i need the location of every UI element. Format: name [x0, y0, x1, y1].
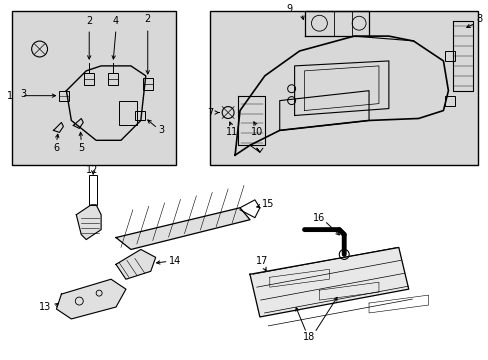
Text: 12: 12	[86, 165, 98, 175]
Text: 4: 4	[113, 16, 119, 26]
Bar	[89, 175, 97, 205]
Bar	[210, 11, 477, 165]
Bar	[12, 11, 175, 165]
Text: 11: 11	[225, 127, 238, 138]
Text: 16: 16	[313, 213, 325, 223]
Text: 9: 9	[286, 4, 292, 14]
Bar	[60, 91, 69, 100]
Text: 13: 13	[39, 302, 51, 312]
Polygon shape	[56, 279, 126, 319]
Bar	[119, 100, 137, 125]
Bar	[84, 73, 94, 85]
Polygon shape	[249, 247, 408, 317]
Text: 6: 6	[53, 143, 60, 153]
Bar	[142, 78, 152, 90]
Text: 10: 10	[250, 127, 263, 138]
Bar	[445, 96, 454, 105]
Text: 15: 15	[262, 199, 274, 209]
Bar	[135, 111, 144, 121]
Polygon shape	[116, 208, 249, 249]
Polygon shape	[116, 249, 155, 279]
Text: 3: 3	[158, 125, 164, 135]
Text: 3: 3	[20, 89, 27, 99]
Text: 2: 2	[86, 16, 92, 26]
Text: 1: 1	[7, 91, 13, 101]
Bar	[445, 51, 454, 61]
Text: 14: 14	[168, 256, 181, 266]
Text: 17: 17	[255, 256, 267, 266]
Text: 5: 5	[78, 143, 84, 153]
Bar	[108, 73, 118, 85]
Text: 18: 18	[303, 332, 315, 342]
Polygon shape	[76, 205, 101, 239]
Text: 2: 2	[144, 14, 151, 24]
Text: 7: 7	[206, 108, 213, 117]
Text: 8: 8	[475, 14, 481, 24]
